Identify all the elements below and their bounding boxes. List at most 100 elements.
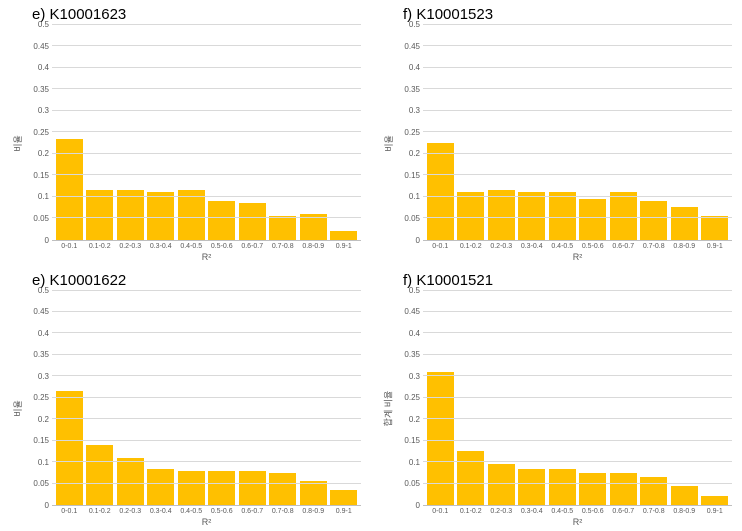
chart: 합계 비율 00.050.10.150.20.250.30.350.40.450… [381,291,732,528]
gridline [423,67,732,68]
bar [610,192,637,239]
plot-row: 00.050.10.150.20.250.30.350.40.450.5 [395,291,732,507]
ytick-label: 0 [416,502,420,510]
ytick-label: 0.5 [38,21,49,29]
ytick-label: 0.1 [409,459,420,467]
yaxis-label-wrap: 합계 비율 [381,291,395,528]
xtick-label: 0.6-0.7 [237,243,268,250]
panel-title: f) K10001523 [403,6,732,23]
ytick-label: 0.15 [33,437,49,445]
gridline [423,174,732,175]
xtick-label: 0-0.1 [54,243,85,250]
gridline [52,196,361,197]
xtick-label: 0-0.1 [54,508,85,515]
bar-slot [578,25,609,240]
ytick-label: 0.2 [409,150,420,158]
ytick-label: 0.5 [409,287,420,295]
bar-slot [85,291,116,506]
ytick-label: 0.05 [33,480,49,488]
ytick-label: 0.35 [404,351,420,359]
xtick-row: 0-0.10.1-0.20.2-0.30.3-0.40.4-0.50.5-0.6… [423,241,732,250]
bar [518,192,545,239]
panel-title: e) K10001623 [32,6,361,23]
ytick-label: 0 [45,237,49,245]
title-code: K10001523 [416,6,493,23]
bar [147,192,174,239]
bar-slot [547,25,578,240]
ytick-label: 0.25 [404,394,420,402]
xtick-label: 0.4-0.5 [176,243,207,250]
xtick-row: 0-0.10.1-0.20.2-0.30.3-0.40.4-0.50.5-0.6… [52,241,361,250]
bar-slot [146,291,177,506]
gridline [52,153,361,154]
chart-core: 00.050.10.150.20.250.30.350.40.450.5 0-0… [395,25,732,262]
bar [671,486,698,505]
xtick-label: 0.8-0.9 [298,243,329,250]
bar-slot [517,25,548,240]
bar [427,372,454,505]
bar [549,469,576,505]
bar [701,496,728,505]
gridline [52,418,361,419]
yaxis-label: 비율 [11,400,24,417]
gridline [423,290,732,291]
xtick-label: 0.8-0.9 [298,508,329,515]
panel-title: f) K10001521 [403,272,732,289]
xtick-label: 0.3-0.4 [146,243,177,250]
xtick-row: 0-0.10.1-0.20.2-0.30.3-0.40.4-0.50.5-0.6… [52,506,361,515]
plot-row: 00.050.10.150.20.250.30.350.40.450.5 [24,291,361,507]
chart: 비율 00.050.10.150.20.250.30.350.40.450.5 … [10,291,361,528]
plot-area [423,25,732,241]
gridline [423,483,732,484]
bar-slot [54,25,85,240]
bar-slot [176,291,207,506]
xtick-row: 0-0.10.1-0.20.2-0.30.3-0.40.4-0.50.5-0.6… [423,506,732,515]
bar [300,481,327,505]
plot-row: 00.050.10.150.20.250.30.350.40.450.5 [395,25,732,241]
bar [147,469,174,505]
xtick-label: 0.1-0.2 [85,508,116,515]
xtick-label: 0.1-0.2 [456,508,487,515]
ytick-label: 0.3 [38,373,49,381]
xtick-label: 0.3-0.4 [146,508,177,515]
ytick-col: 00.050.10.150.20.250.30.350.40.450.5 [24,291,52,507]
xtick-label: 0.4-0.5 [176,508,207,515]
bar-slot [669,25,700,240]
xtick-label: 0-0.1 [425,243,456,250]
title-code: K10001622 [50,272,127,289]
bar [671,207,698,239]
gridline [52,397,361,398]
ytick-label: 0.4 [38,64,49,72]
gridline [52,354,361,355]
bar-slot [207,25,238,240]
bar-slot [700,291,731,506]
gridline [423,131,732,132]
ytick-col: 00.050.10.150.20.250.30.350.40.450.5 [395,291,423,507]
gridline [52,375,361,376]
ytick-label: 0.3 [38,107,49,115]
bar-slot [85,25,116,240]
bar-slot [578,291,609,506]
xtick-label: 0.2-0.3 [115,508,146,515]
ytick-label: 0.3 [409,373,420,381]
gridline [52,217,361,218]
ytick-label: 0.45 [404,308,420,316]
xtick-label: 0.5-0.6 [578,508,609,515]
bar [117,458,144,505]
bar [86,445,113,505]
gridline [423,418,732,419]
ytick-label: 0.4 [409,64,420,72]
bar [117,190,144,239]
ytick-label: 0.35 [404,86,420,94]
ytick-label: 0.25 [404,129,420,137]
bar [457,451,484,505]
gridline [52,290,361,291]
ytick-label: 0.1 [409,193,420,201]
xtick-label: 0.2-0.3 [115,243,146,250]
bars [52,291,361,506]
xtick-label: 0.1-0.2 [456,243,487,250]
ytick-label: 0.4 [409,330,420,338]
xaxis-label: R² [423,517,732,527]
xtick-label: 0.9-1 [329,243,360,250]
bar-slot [608,25,639,240]
